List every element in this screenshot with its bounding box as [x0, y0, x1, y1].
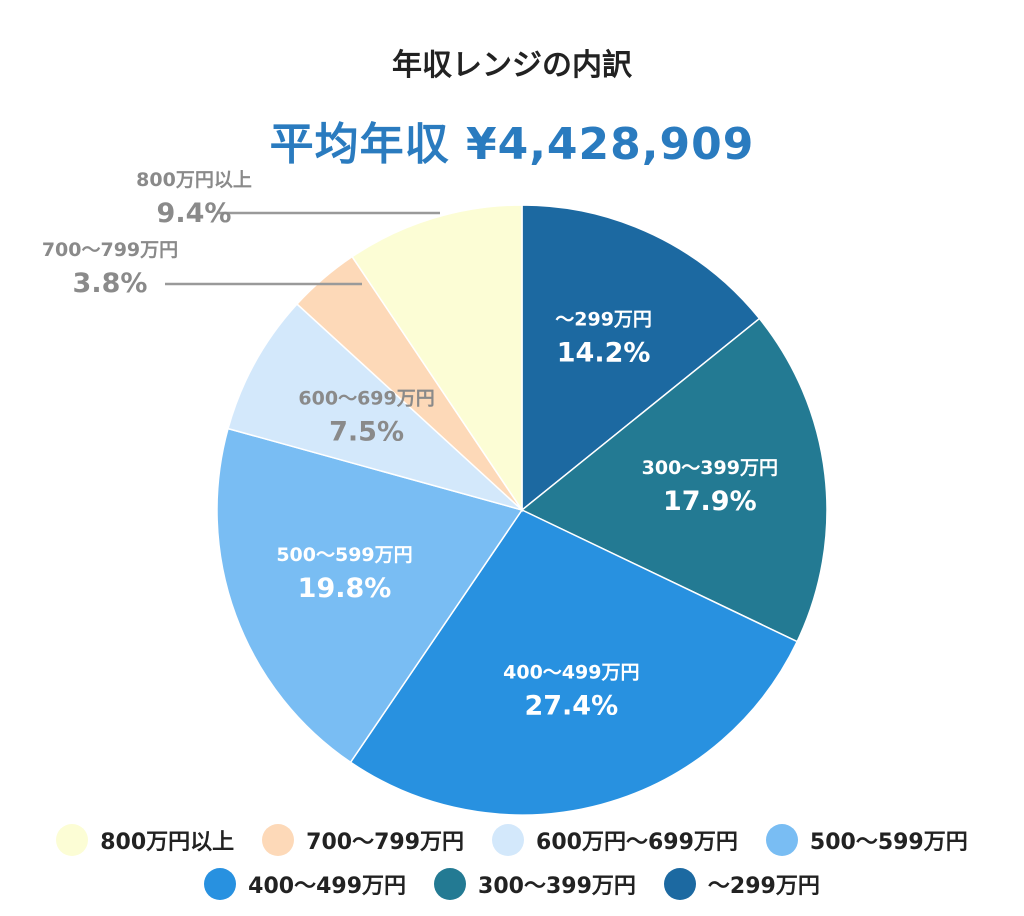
legend-label: 400～499万円: [248, 874, 407, 899]
slice-category-label: 600～699万円: [298, 387, 434, 409]
slice-percent-label: 9.4%: [157, 198, 232, 229]
legend-row-2: 400～499万円 300～399万円 ～299万円: [0, 868, 1024, 900]
legend-label: 500～599万円: [809, 830, 968, 855]
legend-item: 400～499万円: [204, 868, 406, 900]
legend-item: 500～599万円: [765, 824, 968, 856]
slice-category-label: 300～399万円: [642, 457, 778, 479]
pie-slice: [521, 204, 761, 512]
legend-label: 300～399万円: [478, 874, 636, 899]
legend-item: ～299万円: [663, 868, 820, 900]
average-income-subtitle: 平均年収 ¥4,428,909: [269, 119, 755, 170]
legend-swatch: [56, 824, 89, 856]
legend-label: ～299万円: [707, 874, 820, 899]
slice-category-label: ～299万円: [555, 308, 652, 330]
slice-category-label: 700～799万円: [42, 239, 178, 261]
pie-slice: [227, 302, 523, 511]
legend-swatch: [434, 868, 467, 900]
pie-slice: [349, 509, 799, 816]
pie-slice: [351, 204, 523, 513]
slice-percent-label: 27.4%: [524, 691, 618, 722]
legend-swatch: [204, 868, 237, 900]
slice-category-label: 500～599万円: [276, 544, 412, 566]
pie-slice: [520, 317, 828, 643]
slice-percent-label: 14.2%: [557, 337, 651, 368]
legend-label: 700～799万円: [306, 830, 465, 855]
legend-item: 300～399万円: [434, 868, 636, 900]
legend-swatch: [663, 868, 696, 900]
legend-item: 800万円以上: [56, 824, 234, 856]
slice-percent-label: 7.5%: [329, 416, 404, 447]
legend-swatch: [492, 824, 525, 856]
slice-category-label: 400～499万円: [503, 662, 639, 684]
legend-swatch: [765, 824, 798, 856]
slice-percent-label: 3.8%: [73, 268, 148, 299]
pie-slice: [216, 427, 524, 764]
slice-percent-label: 17.9%: [663, 486, 757, 517]
chart-title: 年収レンジの内訳: [392, 48, 632, 83]
legend-label: 600万円～699万円: [536, 830, 738, 855]
legend-item: 600万円～699万円: [492, 824, 738, 856]
slice-percent-label: 19.8%: [298, 573, 392, 604]
slice-category-label: 800万円以上: [136, 169, 252, 191]
legend-label: 800万円以上: [100, 830, 235, 855]
legend-row-1: 800万円以上 700～799万円 600万円～699万円 500～599万円: [0, 824, 1024, 856]
legend-item: 700～799万円: [262, 824, 464, 856]
legend-swatch: [262, 824, 295, 856]
